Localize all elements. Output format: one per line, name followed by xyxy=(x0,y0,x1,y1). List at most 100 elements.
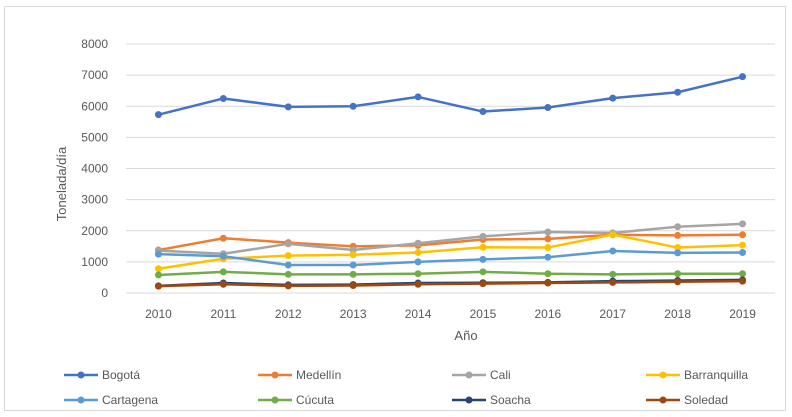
legend-label: Cartagena xyxy=(102,393,158,407)
data-point xyxy=(674,278,681,285)
legend-item: Soacha xyxy=(452,393,531,407)
legend-marker xyxy=(660,397,667,404)
y-tick-label: 2000 xyxy=(81,224,108,238)
series-line xyxy=(158,77,742,115)
data-point xyxy=(285,103,292,110)
x-tick-label: 2010 xyxy=(145,307,172,321)
data-point xyxy=(350,271,357,278)
data-point xyxy=(350,261,357,268)
data-point xyxy=(220,268,227,275)
series-soledad xyxy=(155,278,746,290)
legend-item: Cúcuta xyxy=(258,393,334,407)
data-point xyxy=(674,89,681,96)
x-tick-label: 2017 xyxy=(599,307,626,321)
legend-marker xyxy=(272,372,279,379)
legend-label: Soacha xyxy=(490,393,531,407)
legend-item: Cartagena xyxy=(64,393,158,407)
series-bogotá xyxy=(155,73,746,118)
data-point xyxy=(544,270,551,277)
legend: Bogotá Medellín Cali Barranquilla Cartagena C… xyxy=(64,368,748,407)
data-point xyxy=(155,283,162,290)
legend-item: Barranquilla xyxy=(646,368,748,382)
data-point xyxy=(350,251,357,258)
x-axis-title: Año xyxy=(454,328,477,343)
data-point xyxy=(544,280,551,287)
legend-marker xyxy=(78,372,85,379)
data-point xyxy=(739,73,746,80)
data-point xyxy=(739,249,746,256)
data-point xyxy=(415,281,422,288)
data-point xyxy=(155,265,162,272)
data-point xyxy=(155,251,162,258)
data-point xyxy=(739,270,746,277)
legend-label: Bogotá xyxy=(102,368,140,382)
y-tick-label: 6000 xyxy=(81,99,108,113)
series-group xyxy=(155,73,746,289)
x-tick-label: 2016 xyxy=(534,307,561,321)
data-point xyxy=(739,278,746,285)
y-tick-label: 0 xyxy=(101,286,108,300)
data-point xyxy=(609,95,616,102)
data-point xyxy=(674,270,681,277)
legend-label: Soledad xyxy=(684,393,728,407)
data-point xyxy=(609,247,616,254)
data-point xyxy=(220,253,227,260)
y-tick-label: 7000 xyxy=(81,68,108,82)
x-axis-ticks: 2010 2011 2012 2013 2014 2015 2016 2017 2018 2019 xyxy=(145,307,756,321)
data-point xyxy=(544,244,551,251)
y-axis-ticks: 010002000300040005000600070008000 xyxy=(81,37,108,300)
data-point xyxy=(415,258,422,265)
data-point xyxy=(479,244,486,251)
legend-label: Medellín xyxy=(296,368,341,382)
legend-marker xyxy=(660,372,667,379)
x-tick-label: 2015 xyxy=(470,307,497,321)
legend-marker xyxy=(272,397,279,404)
data-point xyxy=(415,93,422,100)
data-point xyxy=(544,235,551,242)
series-line xyxy=(158,272,742,275)
y-tick-label: 8000 xyxy=(81,37,108,51)
data-point xyxy=(285,240,292,247)
data-point xyxy=(479,268,486,275)
data-point xyxy=(739,231,746,238)
data-point xyxy=(285,261,292,268)
x-tick-label: 2014 xyxy=(405,307,432,321)
data-point xyxy=(155,271,162,278)
x-tick-label: 2011 xyxy=(210,307,236,321)
x-tick-label: 2018 xyxy=(664,307,691,321)
data-point xyxy=(739,242,746,249)
y-tick-label: 3000 xyxy=(81,193,108,207)
series-cúcuta xyxy=(155,268,746,278)
legend-item: Cali xyxy=(452,368,511,382)
data-point xyxy=(220,281,227,288)
legend-label: Cúcuta xyxy=(296,393,334,407)
data-point xyxy=(479,108,486,115)
y-axis-title: Tonelada/día xyxy=(54,146,69,221)
data-point xyxy=(285,252,292,259)
data-point xyxy=(674,232,681,239)
data-point xyxy=(415,249,422,256)
data-point xyxy=(544,254,551,261)
legend-item: Medellín xyxy=(258,368,341,382)
data-point xyxy=(739,220,746,227)
y-tick-label: 4000 xyxy=(81,162,108,176)
data-point xyxy=(350,103,357,110)
x-tick-label: 2012 xyxy=(275,307,302,321)
legend-label: Barranquilla xyxy=(684,368,748,382)
legend-item: Bogotá xyxy=(64,368,140,382)
x-tick-label: 2013 xyxy=(340,307,367,321)
data-point xyxy=(350,282,357,289)
legend-marker xyxy=(466,372,473,379)
data-point xyxy=(285,271,292,278)
data-point xyxy=(415,270,422,277)
data-point xyxy=(220,235,227,242)
legend-marker xyxy=(466,397,473,404)
data-point xyxy=(544,104,551,111)
legend-item: Soledad xyxy=(646,393,728,407)
data-point xyxy=(220,95,227,102)
data-point xyxy=(479,256,486,263)
data-point xyxy=(544,228,551,235)
x-tick-label: 2019 xyxy=(729,307,756,321)
legend-marker xyxy=(78,397,85,404)
